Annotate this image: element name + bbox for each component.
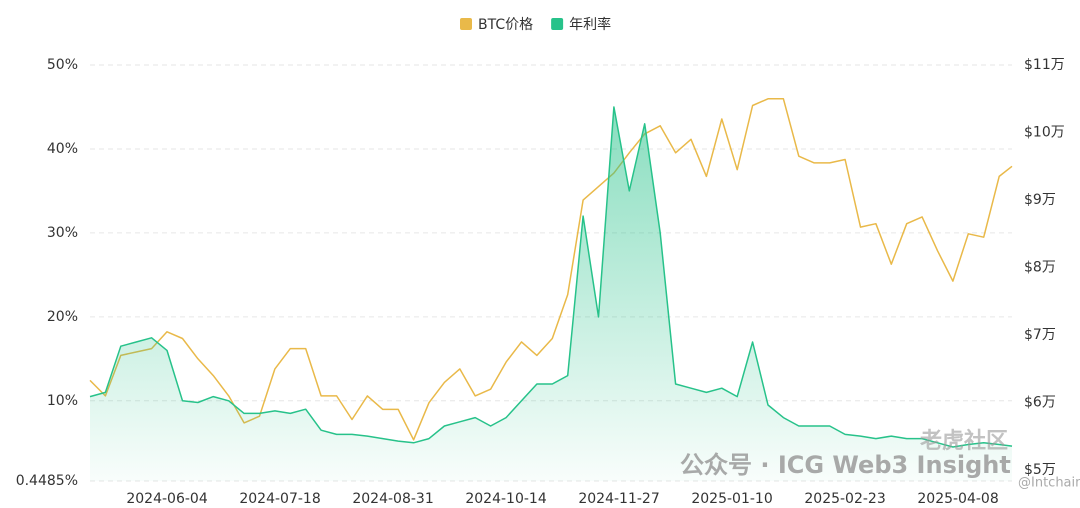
x-tick-label: 2024-08-31 [352, 491, 433, 507]
x-tick-label: 2024-10-14 [465, 491, 546, 507]
y2-tick-label: $10万 [1024, 125, 1065, 141]
y2-tick-label: $8万 [1024, 260, 1056, 276]
area [90, 107, 1012, 481]
x-tick-label: 2024-06-04 [126, 491, 207, 507]
y-tick-label: 30% [47, 225, 78, 241]
legend-label: BTC价格 [478, 17, 533, 33]
watermark: @Intchains [1018, 476, 1080, 491]
y-tick-label: 20% [47, 309, 78, 325]
x-tick-label: 2024-11-27 [578, 491, 659, 507]
x-tick-label: 2025-02-23 [804, 491, 885, 507]
y-tick-label: 40% [47, 141, 78, 157]
y-tick-label: 10% [47, 393, 78, 409]
y-tick-label: 50% [47, 57, 78, 73]
y2-tick-label: $9万 [1024, 192, 1056, 208]
legend-swatch [551, 18, 564, 30]
watermark: 公众号 · ICG Web3 Insight [680, 451, 1011, 479]
series-line [89, 106, 1013, 448]
legend-label: 年利率 [569, 16, 611, 33]
y2-tick-label: $6万 [1024, 395, 1056, 411]
x-tick-label: 2025-04-08 [917, 491, 998, 507]
y2-tick-label: $11万 [1024, 57, 1065, 73]
y-tick-label: 0.4485% [16, 473, 78, 489]
y2-tick-label: $5万 [1024, 462, 1056, 478]
x-tick-label: 2024-07-18 [239, 491, 320, 507]
legend-swatch [460, 18, 472, 30]
watermark: 老虎社区 [919, 428, 1008, 454]
x-tick-label: 2025-01-10 [691, 491, 772, 507]
y2-tick-label: $7万 [1024, 327, 1056, 343]
